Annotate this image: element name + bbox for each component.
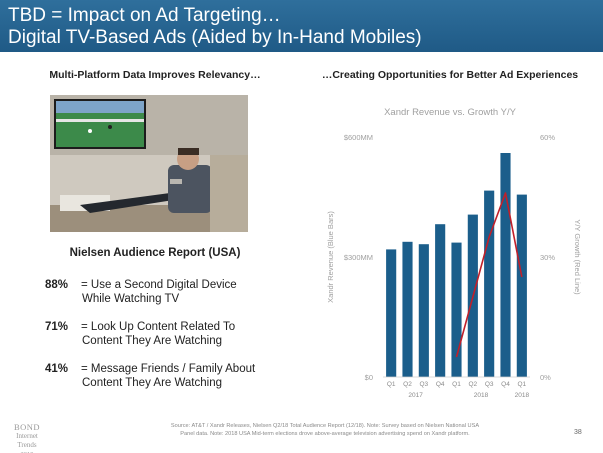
x-tick-label: Q2 (468, 381, 477, 388)
x-tick-label: Q3 (485, 381, 494, 388)
logo-line2: Internet Trends (16, 432, 38, 449)
chart-title: Xandr Revenue vs. Growth Y/Y (384, 107, 516, 118)
revenue-bar (386, 249, 397, 377)
report-title: Nielsen Audience Report (USA) (69, 247, 241, 259)
slide-title-line1: TBD = Impact on Ad Targeting… (8, 5, 281, 26)
revenue-bar (435, 224, 446, 377)
revenue-bar (484, 190, 495, 377)
stat-percent: 41% (45, 363, 69, 375)
growth-line (455, 192, 523, 358)
title-bar: TBD = Impact on Ad Targeting… Digital TV… (0, 0, 603, 52)
stat-item: 71% = Look Up Content Related To Content … (45, 320, 235, 348)
stat-line1: Use a Second Digital Device (90, 279, 237, 291)
stat-item: 88% = Use a Second Digital Device While W… (45, 278, 237, 306)
x-tick-label: Q4 (501, 381, 510, 388)
source-line2: Panel data. Note: 2018 USA Mid-term elec… (180, 431, 470, 437)
year-label: 2017 (408, 392, 423, 399)
revenue-bar (402, 241, 413, 377)
x-tick-label: Q2 (403, 381, 412, 388)
slide-title-line2: Digital TV-Based Ads (Aided by In-Hand M… (8, 27, 422, 48)
y2-tick-label: 0% (540, 373, 551, 382)
left-heading: Multi-Platform Data Improves Relevancy… (49, 69, 261, 81)
x-tick-label: Q1 (387, 381, 396, 388)
stat-line1: Message Friends / Family About (90, 363, 256, 375)
x-tick-label: Q4 (436, 381, 445, 388)
stat-percent: 71% (45, 321, 69, 333)
y2-axis-label: Y/Y Growth (Red Line) (573, 219, 582, 295)
y2-tick-label: 60% (540, 133, 555, 142)
page-number: 38 (574, 429, 582, 436)
revenue-chart-svg: Xandr Revenue vs. Growth Y/Y $0 $300MM $600… (326, 107, 582, 399)
stat-line1: Look Up Content Related To (90, 321, 236, 333)
revenue-bar (418, 244, 429, 377)
stat-line2: Content They Are Watching (82, 335, 222, 347)
source-line1: Source: AT&T / Xandr Releases, Nielsen Q… (170, 423, 480, 429)
y-tick-label: $0 (365, 373, 373, 382)
living-room-photo (50, 95, 248, 232)
right-heading: …Creating Opportunities for Better Ad Ex… (321, 69, 579, 81)
y-tick-label: $600MM (344, 133, 373, 142)
revenue-bar (516, 194, 527, 377)
revenue-chart: Xandr Revenue vs. Growth Y/Y $0 $300MM $600… (305, 95, 595, 415)
y2-tick-label: 30% (540, 253, 555, 262)
revenue-bar (500, 153, 511, 377)
year-label: 2018 (515, 392, 530, 399)
source-note: Source: AT&T / Xandr Releases, Nielsen Q… (140, 422, 510, 438)
stat-item: 41% = Message Friends / Family About Cont… (45, 362, 255, 390)
x-tick-label: Q1 (452, 381, 461, 388)
bond-logo: BOND Internet Trends 2019 (6, 423, 48, 453)
stat-equals: = (81, 279, 88, 291)
y-axis-label: Xandr Revenue (Blue Bars) (326, 211, 335, 303)
stat-equals: = (81, 363, 88, 375)
stat-equals: = (81, 321, 88, 333)
logo-line1: BOND (13, 422, 41, 432)
x-tick-label: Q1 (517, 381, 526, 388)
logo-line3: 2019 (6, 450, 48, 453)
revenue-bar (451, 242, 462, 377)
stat-line2: While Watching TV (82, 293, 180, 305)
y-tick-label: $300MM (344, 253, 373, 262)
x-tick-label: Q3 (419, 381, 428, 388)
stat-percent: 88% (45, 279, 69, 291)
stat-line2: Content They Are Watching (82, 377, 222, 389)
year-label: 2018 (474, 392, 489, 399)
